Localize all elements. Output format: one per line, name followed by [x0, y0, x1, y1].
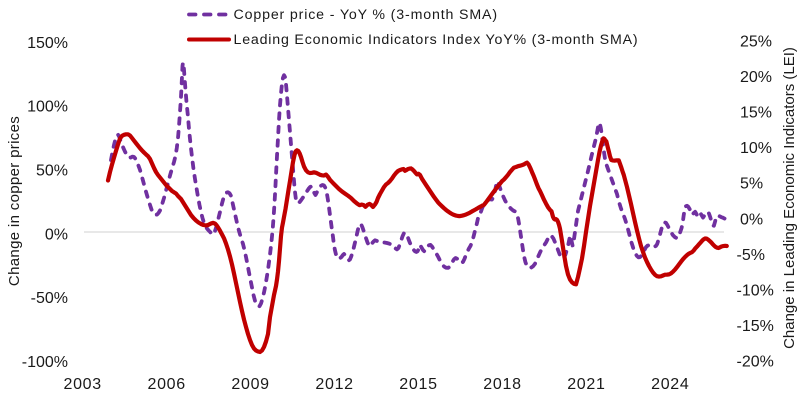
- svg-text:2003: 2003: [63, 376, 101, 393]
- svg-text:100%: 100%: [27, 99, 68, 116]
- svg-text:2018: 2018: [483, 376, 521, 393]
- svg-text:2024: 2024: [651, 376, 689, 393]
- svg-text:2009: 2009: [231, 376, 269, 393]
- svg-text:2021: 2021: [567, 376, 605, 393]
- svg-text:Change in copper prices: Change in copper prices: [6, 116, 23, 286]
- svg-text:2015: 2015: [399, 376, 437, 393]
- svg-text:-5%: -5%: [737, 247, 765, 264]
- svg-text:Leading Economic Indicators In: Leading Economic Indicators Index YoY% (…: [234, 32, 639, 48]
- svg-text:-20%: -20%: [737, 354, 774, 371]
- svg-text:2006: 2006: [147, 376, 185, 393]
- svg-text:0%: 0%: [740, 211, 763, 228]
- svg-text:Copper price - YoY % (3-month: Copper price - YoY % (3-month SMA): [234, 7, 498, 23]
- svg-text:150%: 150%: [27, 35, 68, 52]
- svg-text:-10%: -10%: [737, 282, 774, 299]
- svg-text:15%: 15%: [740, 105, 772, 122]
- svg-text:Change in Leading Economic Ind: Change in Leading Economic Indicators (L…: [781, 47, 798, 349]
- svg-text:-15%: -15%: [737, 318, 774, 335]
- svg-text:2012: 2012: [315, 376, 353, 393]
- svg-text:0%: 0%: [45, 226, 68, 243]
- svg-text:5%: 5%: [740, 176, 763, 193]
- svg-text:10%: 10%: [740, 140, 772, 157]
- svg-text:25%: 25%: [740, 34, 772, 51]
- svg-text:20%: 20%: [740, 69, 772, 86]
- svg-text:-50%: -50%: [31, 290, 68, 307]
- svg-text:50%: 50%: [36, 163, 68, 180]
- svg-text:-100%: -100%: [22, 354, 68, 371]
